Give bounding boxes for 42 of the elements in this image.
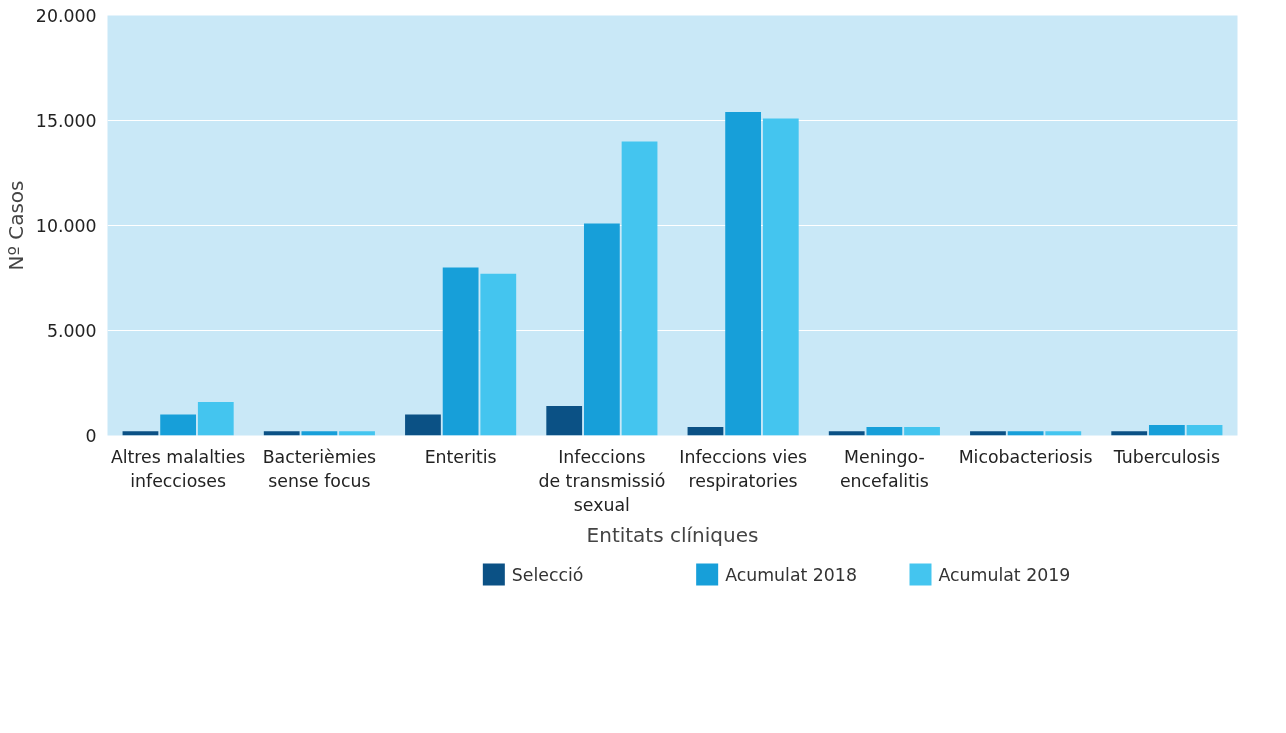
bar (866, 427, 903, 436)
bar (828, 431, 865, 436)
y-tick-label: 0 (85, 426, 97, 446)
bar (301, 431, 338, 436)
bar (970, 431, 1006, 436)
bar (904, 427, 940, 436)
x-tick-label: Micobacteriosis (958, 446, 1093, 467)
x-tick-label: Meningo- encefalitis (839, 446, 929, 491)
legend-label: Selecció (511, 564, 584, 585)
x-tick-label: Tuberculosis (1112, 446, 1220, 467)
bar (725, 112, 762, 436)
bar (621, 141, 658, 436)
y-tick-label: 20.000 (35, 6, 97, 26)
bar (1111, 431, 1148, 436)
x-axis-title: Entitats clíniques (586, 522, 759, 547)
bar (160, 414, 197, 436)
bar (339, 431, 375, 436)
y-tick-label: 5.000 (46, 321, 97, 341)
x-tick-label: Infeccions de transmissió sexual (538, 446, 666, 515)
bar (122, 431, 159, 436)
bar (762, 118, 799, 436)
bar (1148, 425, 1185, 436)
x-tick-label: Bacterièmies sense focus (262, 446, 377, 491)
y-tick-label: 10.000 (35, 216, 97, 236)
bar (263, 431, 300, 436)
bar (442, 267, 479, 436)
bar (405, 414, 441, 436)
bar (1186, 425, 1223, 436)
x-tick-label: Altres malalties infeccioses (110, 446, 246, 491)
x-tick-label: Enteritis (424, 446, 497, 467)
bar (546, 406, 583, 436)
bar (197, 401, 234, 436)
bar (1007, 431, 1044, 436)
x-tick-label: Infeccions vies respiratories (679, 446, 807, 491)
bar (583, 223, 620, 436)
y-tick-label: 15.000 (35, 111, 97, 131)
bar (687, 427, 724, 436)
bar (1045, 431, 1082, 436)
y-axis-title: Nº Casos (3, 180, 28, 271)
legend-label: Acumulat 2019 (938, 564, 1071, 585)
legend-label: Acumulat 2018 (725, 564, 857, 585)
bar (480, 273, 517, 436)
